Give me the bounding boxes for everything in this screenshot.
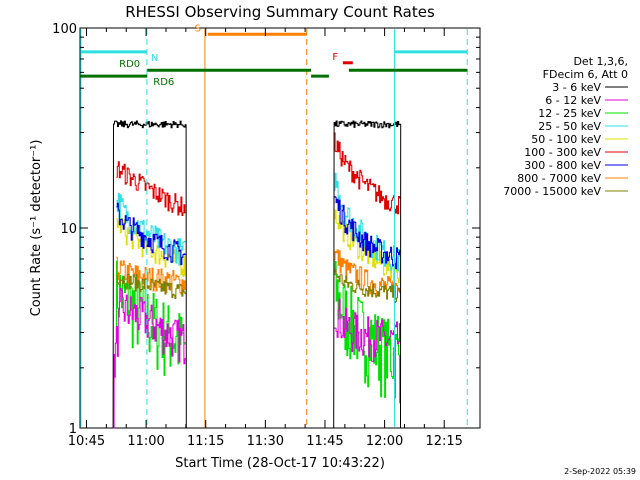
axes: 10:45 11:00 11:15 11:30 11:45 12:00 12:15 1 10 10… (52, 22, 480, 449)
legend-label-5: 100 - 300 keV (524, 146, 601, 159)
x-axis-label: Start Time (28-Oct-17 10:43:22) (175, 456, 385, 471)
y-tick-label-1: 10 (60, 222, 77, 237)
footer-timestamp: 2-Sep-2022 05:39 (564, 467, 636, 476)
chart-title: RHESSI Observing Summary Count Rates (125, 3, 435, 21)
vertical-markers (80, 29, 468, 427)
x-tick-label-0: 10:45 (68, 434, 105, 449)
series-layer (112, 120, 402, 429)
series-line-100-300keV (116, 132, 401, 216)
flag-label-f: F (332, 52, 338, 63)
y-tick-label-2: 100 (52, 22, 77, 37)
legend-label-2: 12 - 25 keV (538, 107, 601, 120)
flag-label-rd6: RD6 (153, 77, 174, 88)
x-tick-label-4: 11:45 (306, 434, 343, 449)
legend-label-4: 50 - 100 keV (531, 133, 601, 146)
series-line-300-800keV (116, 196, 401, 270)
x-tick-label-5: 12:00 (366, 434, 403, 449)
x-tick-label-6: 12:15 (425, 434, 462, 449)
y-axis-label: Count Rate (s⁻¹ detector⁻¹) (29, 140, 44, 317)
legend-label-1: 6 - 12 keV (545, 94, 601, 107)
y-tick-label-0: 1 (69, 422, 77, 437)
legend-label-7: 800 - 7000 keV (517, 172, 601, 185)
legend-header-0: Det 1,3,6, (573, 55, 628, 68)
flag-label-rd0: RD0 (119, 59, 140, 70)
series-line-7000-15000keV (116, 268, 401, 303)
flag-bars: N S F RD0 RD6 (80, 23, 468, 88)
legend-label-3: 25 - 50 keV (538, 120, 601, 133)
legend-label-0: 3 - 6 keV (552, 81, 601, 94)
x-tick-label-3: 11:30 (247, 434, 284, 449)
legend-header-1: FDecim 6, Att 0 (543, 68, 628, 81)
series-line-3-6keV (112, 120, 402, 429)
x-tick-label-1: 11:00 (127, 434, 164, 449)
legend-label-6: 300 - 800 keV (524, 159, 601, 172)
flag-label-n: N (151, 53, 158, 64)
x-tick-label-2: 11:15 (187, 434, 224, 449)
flag-label-s: S (195, 23, 201, 34)
legend-label-8: 7000 - 15000 keV (503, 185, 601, 198)
series-line-6-12keV (113, 288, 401, 429)
